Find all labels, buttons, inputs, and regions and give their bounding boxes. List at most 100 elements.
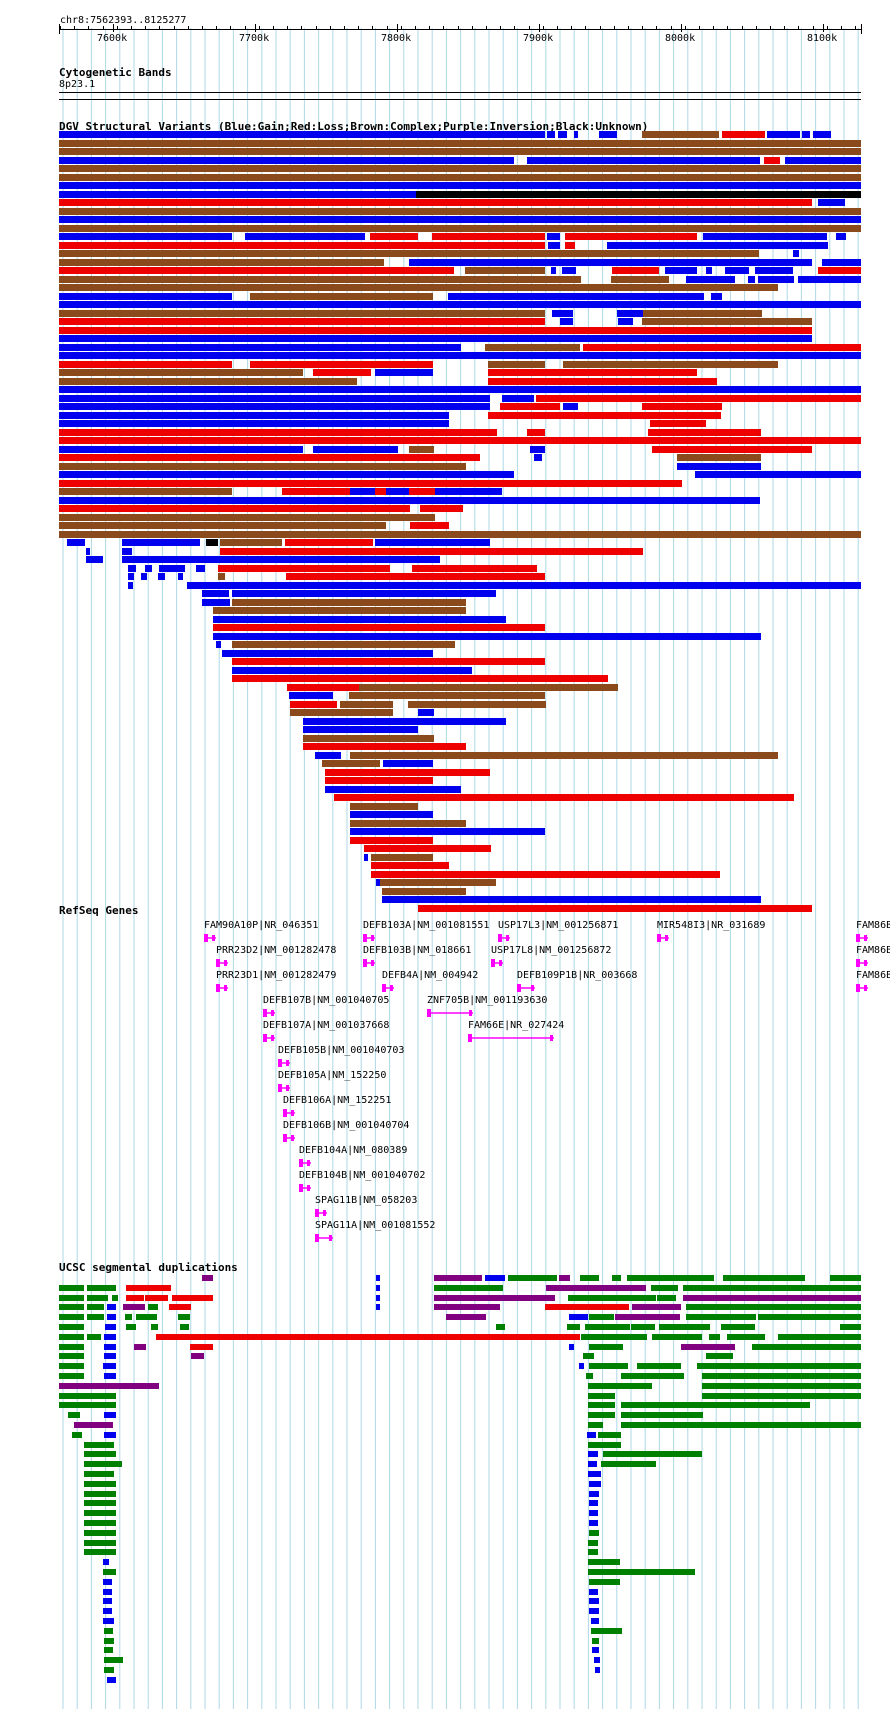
segdup-blue-feature[interactable]: [485, 1275, 505, 1281]
dgv-complex-feature[interactable]: [611, 275, 669, 283]
gene-label[interactable]: PRR23D2|NM_001282478: [216, 945, 337, 956]
segdup-green-feature[interactable]: [727, 1333, 765, 1340]
segdup-green-feature[interactable]: [84, 1529, 116, 1536]
dgv-complex-feature[interactable]: [642, 131, 719, 138]
dgv-gain-feature[interactable]: [552, 309, 573, 317]
dgv-gain-feature[interactable]: [303, 717, 506, 725]
segdup-red-feature[interactable]: [190, 1343, 213, 1350]
segdup-green-feature[interactable]: [723, 1275, 805, 1281]
dgv-gain-feature[interactable]: [202, 598, 230, 606]
dgv-complex-feature[interactable]: [677, 454, 761, 461]
segdup-green-feature[interactable]: [84, 1549, 116, 1556]
dgv-complex-feature[interactable]: [371, 853, 433, 861]
segdup-blue-feature[interactable]: [103, 1608, 112, 1615]
dgv-complex-feature[interactable]: [59, 207, 861, 215]
gene-glyph[interactable]: [263, 1008, 275, 1018]
segdup-green-feature[interactable]: [567, 1324, 580, 1330]
segdup-green-feature[interactable]: [59, 1314, 84, 1321]
segdup-green-feature[interactable]: [508, 1275, 557, 1281]
dgv-loss-feature[interactable]: [232, 658, 373, 665]
segdup-green-feature[interactable]: [84, 1451, 116, 1458]
gene-glyph[interactable]: [299, 1183, 311, 1193]
segdup-green-feature[interactable]: [59, 1343, 84, 1350]
segdup-green-feature[interactable]: [702, 1373, 861, 1379]
gene-label[interactable]: DEFB107A|NM_001037668: [263, 1020, 390, 1031]
dgv-gain-feature[interactable]: [364, 853, 368, 861]
gene-glyph[interactable]: [491, 958, 503, 968]
dgv-gain-feature[interactable]: [67, 539, 85, 546]
dgv-complex-feature[interactable]: [220, 539, 282, 546]
segdup-green-feature[interactable]: [621, 1422, 861, 1428]
dgv-gain-feature[interactable]: [502, 394, 534, 402]
dgv-gain-feature[interactable]: [836, 233, 846, 240]
segdup-green-feature[interactable]: [702, 1382, 861, 1389]
segdup-green-feature[interactable]: [621, 1382, 652, 1389]
dgv-gain-feature[interactable]: [711, 292, 722, 300]
gene-label[interactable]: FAM90A10P|NR_046351: [204, 920, 319, 931]
gene-label[interactable]: FAM86B: [856, 970, 890, 981]
segdup-green-feature[interactable]: [588, 1441, 621, 1448]
gene-glyph[interactable]: [263, 1033, 275, 1043]
gene-glyph[interactable]: [315, 1208, 327, 1218]
dgv-complex-feature[interactable]: [59, 513, 215, 521]
segdup-blue-feature[interactable]: [103, 1363, 116, 1370]
segdup-green-feature[interactable]: [104, 1647, 113, 1654]
dgv-loss-feature[interactable]: [410, 522, 449, 529]
segdup-green-feature[interactable]: [758, 1314, 861, 1321]
dgv-gain-feature[interactable]: [196, 564, 205, 572]
gene-label[interactable]: DEFB107B|NM_001040705: [263, 995, 390, 1006]
dgv-gain-feature[interactable]: [128, 564, 136, 572]
dgv-gain-feature[interactable]: [159, 564, 185, 572]
dgv-complex-feature[interactable]: [563, 360, 778, 368]
dgv-gain-feature[interactable]: [122, 539, 200, 546]
dgv-gain-feature[interactable]: [59, 445, 303, 453]
segdup-green-feature[interactable]: [659, 1324, 710, 1330]
segdup-green-feature[interactable]: [104, 1637, 114, 1644]
segdup-blue-feature[interactable]: [376, 1275, 380, 1281]
segdup-blue-feature[interactable]: [588, 1471, 601, 1477]
segdup-green-feature[interactable]: [585, 1324, 630, 1330]
dgv-gain-feature[interactable]: [677, 462, 761, 470]
gene-label[interactable]: DEFB106B|NM_001040704: [283, 1120, 410, 1131]
dgv-gain-feature[interactable]: [86, 547, 90, 555]
segdup-green-feature[interactable]: [59, 1373, 84, 1379]
dgv-loss-feature[interactable]: [420, 505, 463, 512]
dgv-loss-feature[interactable]: [59, 199, 812, 206]
segdup-green-feature[interactable]: [84, 1500, 116, 1507]
dgv-gain-feature[interactable]: [785, 156, 861, 164]
segdup-green-feature[interactable]: [84, 1441, 114, 1448]
dgv-loss-feature[interactable]: [290, 700, 337, 708]
dgv-gain-feature[interactable]: [187, 581, 861, 589]
segdup-green-feature[interactable]: [588, 1402, 615, 1409]
segdup-green-feature[interactable]: [612, 1275, 621, 1281]
gene-glyph[interactable]: [204, 933, 216, 943]
dgv-complex-feature[interactable]: [59, 173, 861, 181]
gene-glyph[interactable]: [856, 933, 868, 943]
dgv-loss-feature[interactable]: [286, 573, 416, 580]
segdup-green-feature[interactable]: [631, 1324, 655, 1330]
segdup-green-feature[interactable]: [104, 1657, 123, 1664]
dgv-loss-feature[interactable]: [313, 369, 371, 376]
dgv-complex-feature[interactable]: [59, 462, 466, 470]
segdup-green-feature[interactable]: [148, 1304, 158, 1311]
gene-glyph[interactable]: [315, 1233, 333, 1243]
dgv-gain-feature[interactable]: [534, 454, 542, 461]
dgv-gain-feature[interactable]: [798, 275, 861, 283]
dgv-gain-feature[interactable]: [289, 692, 333, 699]
segdup-green-feature[interactable]: [59, 1363, 84, 1370]
dgv-loss-feature[interactable]: [432, 233, 545, 240]
dgv-gain-feature[interactable]: [448, 292, 704, 300]
gene-label[interactable]: DEFB4A|NM_004942: [382, 970, 479, 981]
segdup-blue-feature[interactable]: [104, 1373, 116, 1379]
gene-label[interactable]: DEFB106A|NM_152251: [283, 1095, 392, 1106]
dgv-complex-feature[interactable]: [465, 267, 545, 274]
segdup-blue-feature[interactable]: [579, 1363, 584, 1370]
dgv-gain-feature[interactable]: [128, 581, 133, 589]
segdup-green-feature[interactable]: [68, 1412, 80, 1419]
dgv-gain-feature[interactable]: [59, 156, 514, 164]
dgv-complex-feature[interactable]: [250, 292, 433, 300]
dgv-gain-feature[interactable]: [59, 131, 545, 138]
dgv-gain-feature[interactable]: [59, 301, 861, 308]
dgv-complex-feature[interactable]: [59, 530, 861, 538]
dgv-gain-feature[interactable]: [703, 233, 827, 240]
